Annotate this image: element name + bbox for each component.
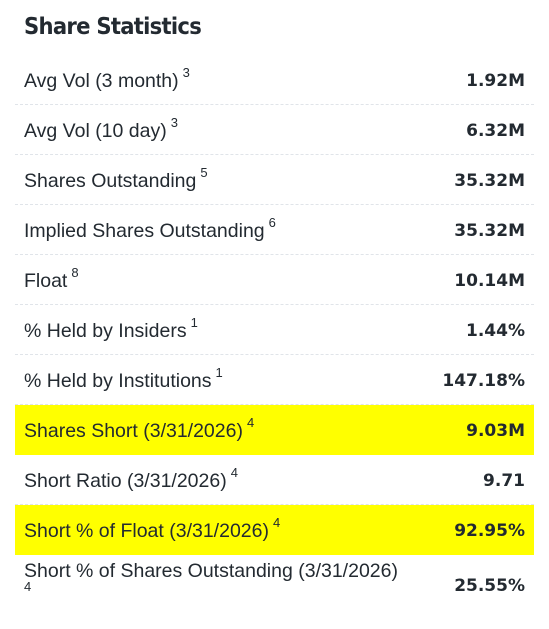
- stat-label: Shares Short (3/31/2026) 4: [24, 414, 255, 443]
- stat-value: 92.95%: [454, 521, 525, 541]
- stat-value: 1.92M: [466, 71, 525, 91]
- stat-label: Shares Outstanding 5: [24, 164, 208, 193]
- stat-value: 147.18%: [442, 371, 525, 391]
- stat-row-short-percent-of-shares-outstanding: Short % of Shares Outstanding (3/31/2026…: [15, 555, 534, 625]
- footnote-marker: 1: [190, 314, 198, 330]
- stat-label: Implied Shares Outstanding 6: [24, 214, 276, 243]
- footnote-marker: 4: [230, 464, 238, 480]
- footnote-marker: 3: [182, 64, 190, 80]
- footnote-marker: 3: [170, 114, 178, 130]
- section-title: Share Statistics: [24, 14, 202, 40]
- stat-label: Avg Vol (10 day) 3: [24, 114, 178, 143]
- stat-value: 6.32M: [466, 121, 525, 141]
- stat-label: % Held by Institutions 1: [24, 364, 223, 393]
- stat-value: 35.32M: [454, 221, 525, 241]
- stat-row-held-by-insiders: % Held by Insiders 1 1.44%: [15, 305, 534, 355]
- stat-row-avg-vol-10-day: Avg Vol (10 day) 3 6.32M: [15, 105, 534, 155]
- stat-row-shares-outstanding: Shares Outstanding 5 35.32M: [15, 155, 534, 205]
- footnote-marker: 4: [272, 514, 281, 530]
- stat-label: Short % of Float (3/31/2026) 4: [24, 514, 281, 543]
- stat-value: 9.71: [483, 471, 525, 491]
- footnote-marker: 1: [215, 364, 223, 380]
- stat-row-implied-shares-outstanding: Implied Shares Outstanding 6 35.32M: [15, 205, 534, 255]
- stat-row-float: Float 8 10.14M: [15, 255, 534, 305]
- stat-label: Short % of Shares Outstanding (3/31/2026…: [24, 560, 398, 594]
- footnote-marker: 4: [246, 414, 255, 430]
- stat-row-short-percent-of-float: Short % of Float (3/31/2026) 4 92.95%: [15, 505, 534, 555]
- stat-label: Float 8: [24, 264, 79, 293]
- stat-label: Avg Vol (3 month) 3: [24, 64, 190, 93]
- footnote-marker: 6: [268, 214, 276, 230]
- footnote-marker: 4: [24, 578, 32, 594]
- stat-value: 10.14M: [454, 271, 525, 291]
- footnote-marker: 5: [200, 164, 208, 180]
- stat-label: Short Ratio (3/31/2026) 4: [24, 464, 238, 493]
- stat-value: 35.32M: [454, 171, 525, 191]
- stat-row-held-by-institutions: % Held by Institutions 1 147.18%: [15, 355, 534, 405]
- footnote-marker: 8: [71, 264, 79, 280]
- stat-row-shares-short: Shares Short (3/31/2026) 4 9.03M: [15, 405, 534, 455]
- stat-label: % Held by Insiders 1: [24, 314, 198, 343]
- stat-value: 25.55%: [454, 576, 525, 596]
- stat-value: 1.44%: [466, 321, 525, 341]
- stat-value: 9.03M: [466, 421, 525, 441]
- stat-row-avg-vol-3-month: Avg Vol (3 month) 3 1.92M: [15, 55, 534, 105]
- statistics-table: Avg Vol (3 month) 3 1.92M Avg Vol (10 day…: [0, 55, 549, 625]
- stat-row-short-ratio: Short Ratio (3/31/2026) 4 9.71: [15, 455, 534, 505]
